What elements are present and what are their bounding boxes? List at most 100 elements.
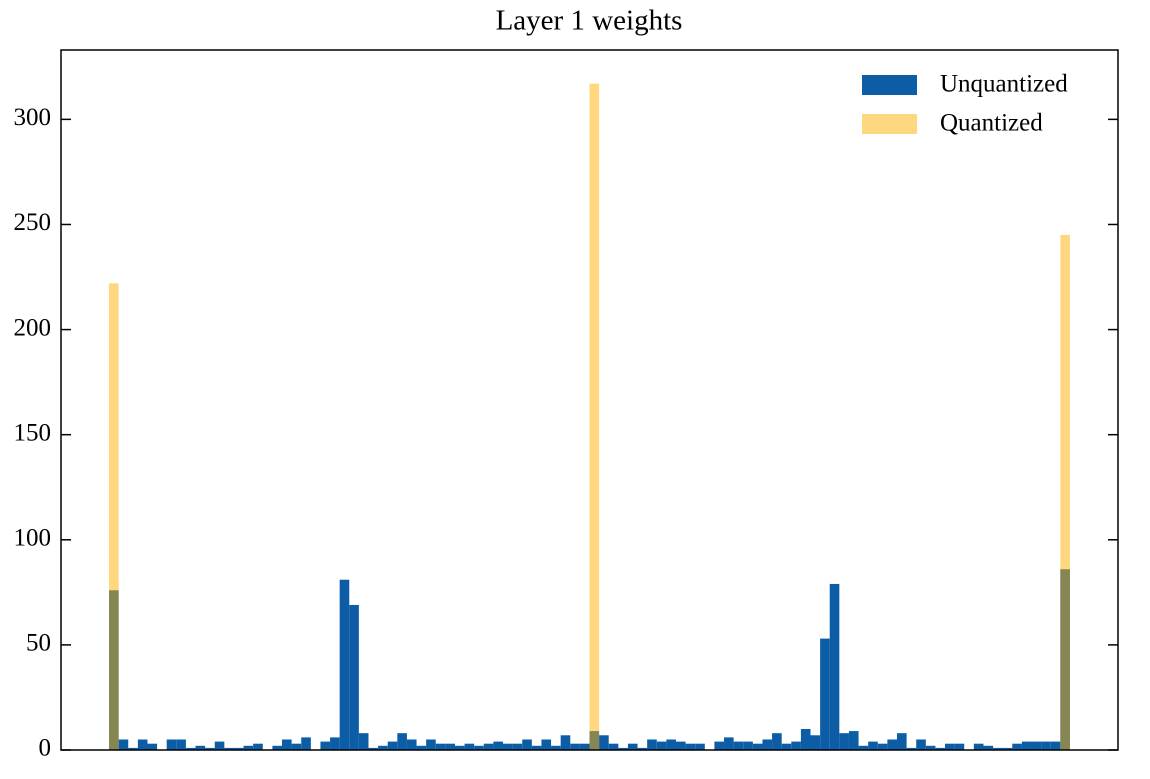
y-tick-label: 300 bbox=[14, 104, 52, 131]
bar bbox=[118, 739, 129, 750]
bar bbox=[272, 745, 283, 750]
legend-label: Unquantized bbox=[940, 71, 1068, 98]
bar bbox=[339, 579, 350, 750]
plot-frame bbox=[60, 49, 1119, 751]
bar bbox=[945, 743, 955, 750]
bar bbox=[387, 741, 398, 750]
bar bbox=[128, 747, 138, 750]
bar bbox=[435, 743, 446, 750]
bar bbox=[416, 745, 427, 750]
bar bbox=[301, 737, 311, 750]
bar bbox=[608, 743, 619, 750]
bar bbox=[176, 739, 186, 750]
bar bbox=[733, 741, 744, 750]
bar bbox=[772, 733, 782, 750]
bar bbox=[916, 739, 926, 750]
bar bbox=[829, 583, 840, 750]
bar bbox=[993, 747, 1003, 750]
bar bbox=[791, 741, 801, 750]
bar bbox=[253, 743, 263, 750]
bar bbox=[445, 743, 455, 750]
bar bbox=[618, 747, 628, 750]
bar bbox=[233, 747, 244, 750]
bar bbox=[570, 743, 580, 750]
bar bbox=[820, 638, 830, 750]
y-tick-label: 250 bbox=[14, 209, 52, 236]
bar bbox=[1021, 741, 1032, 750]
bar bbox=[1002, 747, 1013, 750]
bar bbox=[320, 741, 331, 750]
bar bbox=[868, 741, 878, 750]
bar bbox=[983, 745, 994, 750]
y-tick-label: 150 bbox=[14, 419, 52, 446]
bar bbox=[166, 739, 177, 750]
y-tick-label: 100 bbox=[14, 525, 52, 552]
bar bbox=[810, 735, 821, 750]
bar bbox=[330, 737, 340, 750]
legend-swatch bbox=[862, 114, 917, 134]
bar bbox=[474, 745, 484, 750]
bar bbox=[800, 728, 811, 750]
bar bbox=[454, 745, 465, 750]
bar bbox=[147, 743, 158, 750]
bar bbox=[522, 739, 532, 750]
bar bbox=[282, 739, 292, 750]
bar bbox=[896, 733, 907, 750]
bar bbox=[531, 745, 542, 750]
bar bbox=[541, 739, 552, 750]
y-tick-label: 0 bbox=[39, 735, 52, 762]
bar bbox=[512, 743, 523, 750]
bar bbox=[291, 743, 302, 750]
bar bbox=[406, 739, 417, 750]
legend-swatch bbox=[862, 75, 917, 95]
bar bbox=[205, 747, 215, 750]
bar bbox=[378, 745, 388, 750]
bar bbox=[493, 741, 504, 750]
bar bbox=[656, 741, 667, 750]
y-tick-label: 50 bbox=[26, 630, 51, 657]
bar bbox=[483, 743, 494, 750]
bar bbox=[647, 739, 657, 750]
bar bbox=[1050, 741, 1061, 750]
bar bbox=[695, 743, 705, 750]
bar bbox=[675, 741, 686, 750]
bar bbox=[848, 731, 859, 750]
bar bbox=[839, 733, 849, 750]
bar bbox=[185, 747, 196, 750]
bar bbox=[599, 735, 609, 750]
bar bbox=[762, 739, 773, 750]
bar bbox=[579, 743, 590, 750]
bar bbox=[724, 737, 734, 750]
bar bbox=[1031, 741, 1042, 750]
bar bbox=[109, 283, 119, 750]
bar bbox=[137, 739, 148, 750]
bar bbox=[714, 741, 725, 750]
bar bbox=[887, 739, 897, 750]
bar bbox=[503, 743, 513, 750]
y-tick-label: 200 bbox=[14, 314, 52, 341]
bar bbox=[224, 747, 234, 750]
bar bbox=[551, 745, 561, 750]
bar bbox=[781, 743, 792, 750]
bar bbox=[397, 733, 407, 750]
bar bbox=[464, 743, 475, 750]
bar bbox=[589, 83, 600, 750]
bar bbox=[637, 747, 648, 750]
bar bbox=[368, 747, 379, 750]
bar bbox=[925, 745, 936, 750]
bar bbox=[560, 735, 571, 750]
bar bbox=[627, 743, 638, 750]
bar bbox=[666, 739, 676, 750]
bar bbox=[685, 743, 696, 750]
bar bbox=[906, 747, 917, 750]
bar bbox=[935, 747, 946, 750]
bar bbox=[877, 743, 888, 750]
bar bbox=[349, 604, 359, 750]
bar bbox=[973, 743, 984, 750]
bar bbox=[358, 733, 369, 750]
bar bbox=[195, 745, 206, 750]
bar bbox=[954, 743, 965, 750]
bar bbox=[426, 739, 436, 750]
bar bbox=[1012, 743, 1022, 750]
